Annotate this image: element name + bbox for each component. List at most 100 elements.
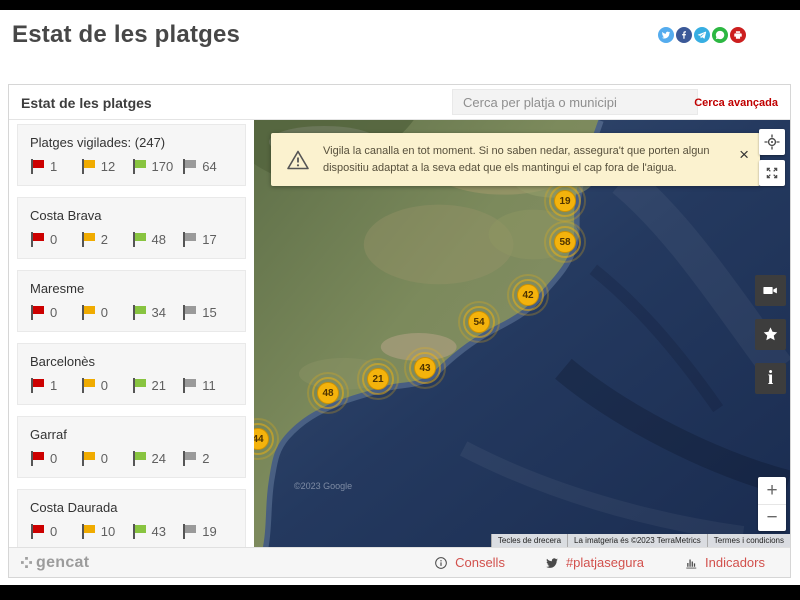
flag-count-value: 170 (151, 159, 174, 174)
flag-count-value: 0 (50, 232, 58, 247)
green-flag-icon (132, 524, 147, 539)
flag-count-green: 34 (132, 305, 183, 320)
fullscreen-icon (766, 167, 778, 179)
red-flag-icon (30, 451, 45, 466)
beaches-map[interactable]: Vigila la canalla en tot moment. Si no s… (254, 120, 790, 547)
green-flag-icon (132, 378, 147, 393)
info-button[interactable]: i (755, 363, 786, 394)
red-flag-icon (30, 524, 45, 539)
attribution-item[interactable]: Termes i condicions (706, 534, 790, 547)
gencat-mark-icon (21, 557, 32, 568)
flag-count-value: 34 (151, 305, 166, 320)
chart-icon (684, 556, 698, 570)
beach-cluster-marker[interactable]: 43 (404, 347, 446, 389)
flag-count-yellow: 12 (81, 159, 132, 174)
red-flag-icon (30, 159, 45, 174)
section-title: Barcelonès (30, 354, 96, 369)
flag-count-value: 1 (50, 159, 58, 174)
footer-links: Consells #platjasegura Indicadors (434, 555, 765, 570)
zoom-in-button[interactable]: + (766, 479, 778, 501)
webcams-button[interactable] (755, 275, 786, 306)
gencat-logo[interactable]: gencat (21, 554, 89, 572)
flag-count-yellow: 10 (81, 524, 132, 539)
footer-link-platjasegura[interactable]: #platjasegura (545, 555, 644, 570)
flag-count-red: 0 (30, 232, 81, 247)
star-icon (763, 327, 778, 341)
twitter-icon (545, 556, 559, 570)
red-flag-icon (30, 378, 45, 393)
flag-count-green: 43 (132, 524, 183, 539)
flag-count-gray: 11 (182, 378, 233, 393)
footer-link-consells[interactable]: Consells (434, 555, 505, 570)
flag-count-gray: 19 (182, 524, 233, 539)
flag-count-value: 0 (100, 305, 108, 320)
gray-flag-icon (182, 451, 197, 466)
social-twitter-icon[interactable] (658, 27, 674, 43)
social-telegram-icon[interactable] (694, 27, 710, 43)
beach-cluster-marker[interactable]: 21 (357, 358, 399, 400)
flag-count-value: 19 (202, 524, 217, 539)
fullscreen-button[interactable] (759, 160, 785, 186)
panel-toolbar: Estat de les platges Cerca avançada (9, 85, 790, 120)
beach-cluster-marker[interactable]: 54 (458, 301, 500, 343)
flag-count-gray: 2 (182, 451, 233, 466)
sidebar-section-card[interactable]: Maresme 0 0 34 15 (17, 270, 246, 332)
flag-count-green: 24 (132, 451, 183, 466)
beach-cluster-marker[interactable]: 48 (307, 372, 349, 414)
social-whatsapp-icon[interactable] (712, 27, 728, 43)
main-panel: Estat de les platges Cerca avançada Plat… (8, 84, 791, 578)
gray-flag-icon (182, 378, 197, 393)
beach-cluster-marker[interactable]: 58 (544, 221, 586, 263)
section-title: Costa Daurada (30, 500, 118, 515)
flag-count-gray: 64 (182, 159, 233, 174)
green-flag-icon (132, 159, 147, 174)
flag-count-value: 2 (100, 232, 108, 247)
flag-count-yellow: 0 (81, 305, 132, 320)
sidebar-section-card[interactable]: Costa Daurada 0 10 43 19 (17, 489, 246, 547)
social-print-icon[interactable] (730, 27, 746, 43)
social-facebook-icon[interactable] (676, 27, 692, 43)
flag-count-value: 2 (202, 451, 210, 466)
yellow-flag-icon (81, 451, 96, 466)
gray-flag-icon (182, 305, 197, 320)
flag-count-value: 15 (202, 305, 217, 320)
flag-count-red: 0 (30, 305, 81, 320)
map-side-controls: i (755, 275, 786, 394)
yellow-flag-icon (81, 524, 96, 539)
search-input[interactable] (452, 89, 698, 115)
flag-count-yellow: 0 (81, 378, 132, 393)
beach-cluster-marker[interactable]: 44 (254, 418, 279, 460)
footer-link-label: #platjasegura (565, 555, 645, 570)
flag-count-gray: 17 (182, 232, 233, 247)
close-icon[interactable]: × (739, 145, 749, 164)
flag-count-value: 48 (151, 232, 166, 247)
panel-footer: gencat Consells #platjasegura Indicadors (9, 547, 790, 577)
sidebar-section-card[interactable]: Barcelonès 1 0 21 11 (17, 343, 246, 405)
gray-flag-icon (182, 524, 197, 539)
flag-count-value: 0 (50, 305, 58, 320)
flag-count-value: 24 (151, 451, 166, 466)
alert-text: Vigila la canalla en tot moment. Si no s… (323, 144, 710, 174)
sidebar-section-card[interactable]: Garraf 0 0 24 2 (17, 416, 246, 478)
section-title: Garraf (30, 427, 67, 442)
geolocate-button[interactable] (759, 129, 785, 155)
footer-link-indicadors[interactable]: Indicadors (684, 555, 765, 570)
green-flag-icon (132, 232, 147, 247)
info-icon (434, 556, 448, 570)
favorites-button[interactable] (755, 319, 786, 350)
red-flag-icon (30, 232, 45, 247)
beach-cluster-marker[interactable]: 42 (507, 274, 549, 316)
flag-count-value: 11 (202, 378, 216, 393)
attribution-item[interactable]: La imatgeria és ©2023 TerraMetrics (567, 534, 707, 547)
sidebar-section-card[interactable]: Platges vigilades: (247) 1 12 170 64 (17, 124, 246, 186)
zoom-out-button[interactable]: − (758, 504, 786, 531)
gray-flag-icon (182, 159, 197, 174)
map-top-controls (759, 129, 785, 186)
sidebar-section-card[interactable]: Costa Brava 0 2 48 17 (17, 197, 246, 259)
advanced-search-link[interactable]: Cerca avançada (694, 97, 778, 109)
flag-counts-row: 0 10 43 19 (30, 524, 233, 539)
attribution-item[interactable]: Tecles de drecera (490, 534, 568, 547)
beach-cluster-marker[interactable]: 19 (544, 180, 586, 222)
map-zoom-control: + − (758, 477, 786, 531)
gray-flag-icon (182, 232, 197, 247)
